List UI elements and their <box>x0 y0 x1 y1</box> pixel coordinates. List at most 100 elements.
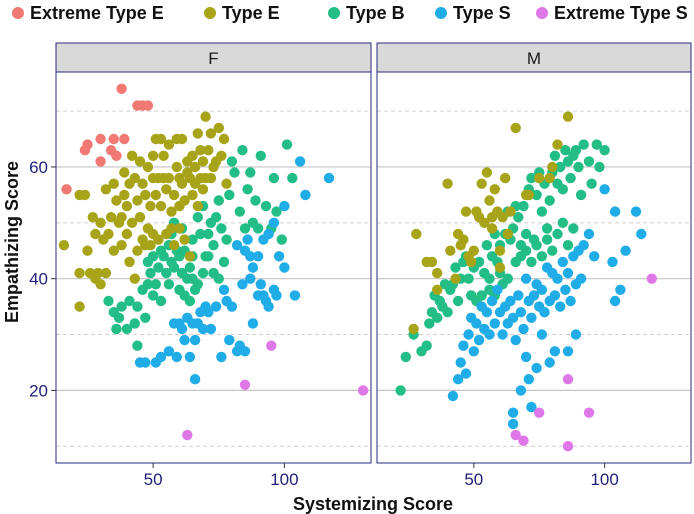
data-point <box>526 312 537 323</box>
data-point <box>192 128 203 139</box>
data-point <box>210 301 222 312</box>
data-point <box>562 346 574 357</box>
data-point <box>452 295 464 307</box>
x-tick-label: 100 <box>590 470 618 489</box>
data-point <box>289 290 301 301</box>
data-point <box>239 379 251 390</box>
data-point <box>155 351 167 363</box>
data-point <box>486 295 498 307</box>
data-point <box>203 145 214 156</box>
data-point <box>166 223 177 234</box>
data-point <box>494 262 506 273</box>
data-point <box>562 441 574 452</box>
data-point <box>145 240 156 251</box>
data-point <box>549 346 561 357</box>
data-point <box>536 206 548 217</box>
data-point <box>168 262 180 273</box>
data-point <box>502 228 513 240</box>
data-point <box>473 334 485 346</box>
data-point <box>526 256 537 268</box>
data-point <box>636 228 647 240</box>
data-point <box>124 295 135 307</box>
data-point <box>323 172 335 184</box>
data-point <box>239 346 251 357</box>
data-point <box>108 178 120 189</box>
data-point <box>166 206 177 217</box>
data-point <box>179 334 190 346</box>
data-point <box>468 346 479 357</box>
data-point <box>450 262 461 273</box>
data-point <box>565 172 576 184</box>
data-point <box>615 284 626 295</box>
data-point <box>140 357 151 368</box>
data-point <box>557 184 568 195</box>
data-point <box>129 318 140 329</box>
data-point <box>129 172 140 184</box>
data-point <box>216 150 227 161</box>
data-point <box>205 128 217 139</box>
data-point <box>486 223 498 234</box>
data-point <box>515 385 527 396</box>
legend-label: Type E <box>222 3 280 23</box>
data-point <box>268 217 280 228</box>
data-point <box>242 234 253 245</box>
data-point <box>531 189 542 201</box>
data-point <box>646 273 657 284</box>
data-point <box>145 267 156 279</box>
data-point <box>442 178 453 189</box>
data-point <box>471 318 482 329</box>
data-point <box>163 139 175 150</box>
legend-label: Extreme Type S <box>554 3 688 23</box>
data-point <box>507 407 519 418</box>
data-point <box>544 172 555 184</box>
data-point <box>411 228 422 240</box>
legend-item-type_b: Type B <box>328 3 405 23</box>
data-point <box>163 279 175 290</box>
x-axis-title: Systemizing Score <box>293 494 453 514</box>
x-tick-label: 50 <box>144 470 163 489</box>
data-point <box>562 374 574 385</box>
data-point <box>105 212 117 223</box>
data-point <box>549 150 561 161</box>
data-point <box>126 150 138 161</box>
data-point <box>237 279 248 290</box>
data-point <box>515 307 527 318</box>
data-point <box>218 256 230 268</box>
data-point <box>500 172 511 184</box>
data-point <box>134 212 146 223</box>
data-point <box>174 223 185 234</box>
data-point <box>145 200 156 212</box>
legend-item-extreme_s: Extreme Type S <box>536 3 688 23</box>
data-point <box>555 161 566 173</box>
series-extreme_s <box>510 273 657 452</box>
data-point <box>513 212 524 223</box>
data-point <box>463 329 474 340</box>
data-point <box>95 217 106 228</box>
data-point <box>557 217 568 228</box>
data-point <box>492 284 503 295</box>
data-point <box>255 279 266 290</box>
data-point <box>221 234 232 245</box>
data-point <box>210 212 222 223</box>
data-point <box>586 178 597 189</box>
data-point <box>79 189 91 201</box>
data-point <box>510 122 521 134</box>
data-point <box>541 234 553 245</box>
data-point <box>82 245 93 256</box>
data-point <box>481 307 493 318</box>
data-point <box>531 362 542 374</box>
data-point <box>528 290 540 301</box>
data-point <box>95 156 106 167</box>
data-point <box>121 228 133 240</box>
data-point <box>140 312 151 323</box>
data-point <box>153 262 164 273</box>
data-point <box>116 301 127 312</box>
series-type_s <box>447 184 647 430</box>
data-point <box>140 189 151 201</box>
data-point <box>570 145 582 156</box>
data-point <box>174 251 185 262</box>
data-point <box>510 256 521 268</box>
data-point <box>489 184 500 195</box>
data-point <box>455 357 466 368</box>
